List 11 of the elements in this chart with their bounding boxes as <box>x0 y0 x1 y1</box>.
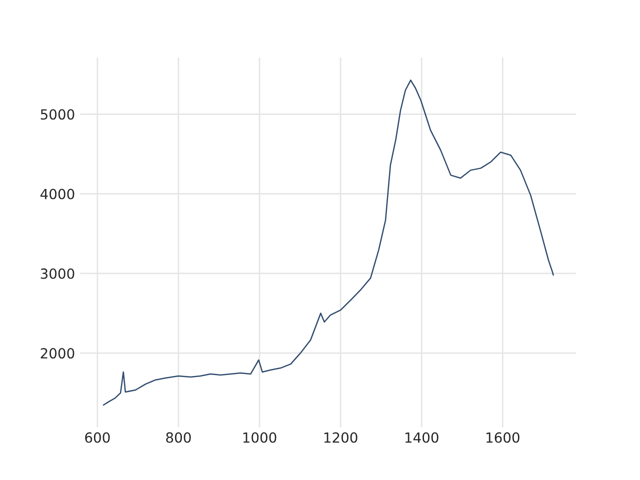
x-tick-label: 1400 <box>405 432 438 443</box>
x-tick-label: 800 <box>166 432 191 443</box>
x-tick-label: 1000 <box>243 432 276 443</box>
y-tick-label: 5000 <box>40 109 74 120</box>
x-tick-label: 600 <box>85 432 110 443</box>
x-tick-label: 1200 <box>324 432 358 443</box>
x-tick-label: 1600 <box>486 432 520 443</box>
line-series <box>102 80 554 406</box>
y-tick-label: 4000 <box>40 188 74 200</box>
y-tick-label: 2000 <box>40 348 74 359</box>
y-tick-label: 3000 <box>40 268 74 279</box>
